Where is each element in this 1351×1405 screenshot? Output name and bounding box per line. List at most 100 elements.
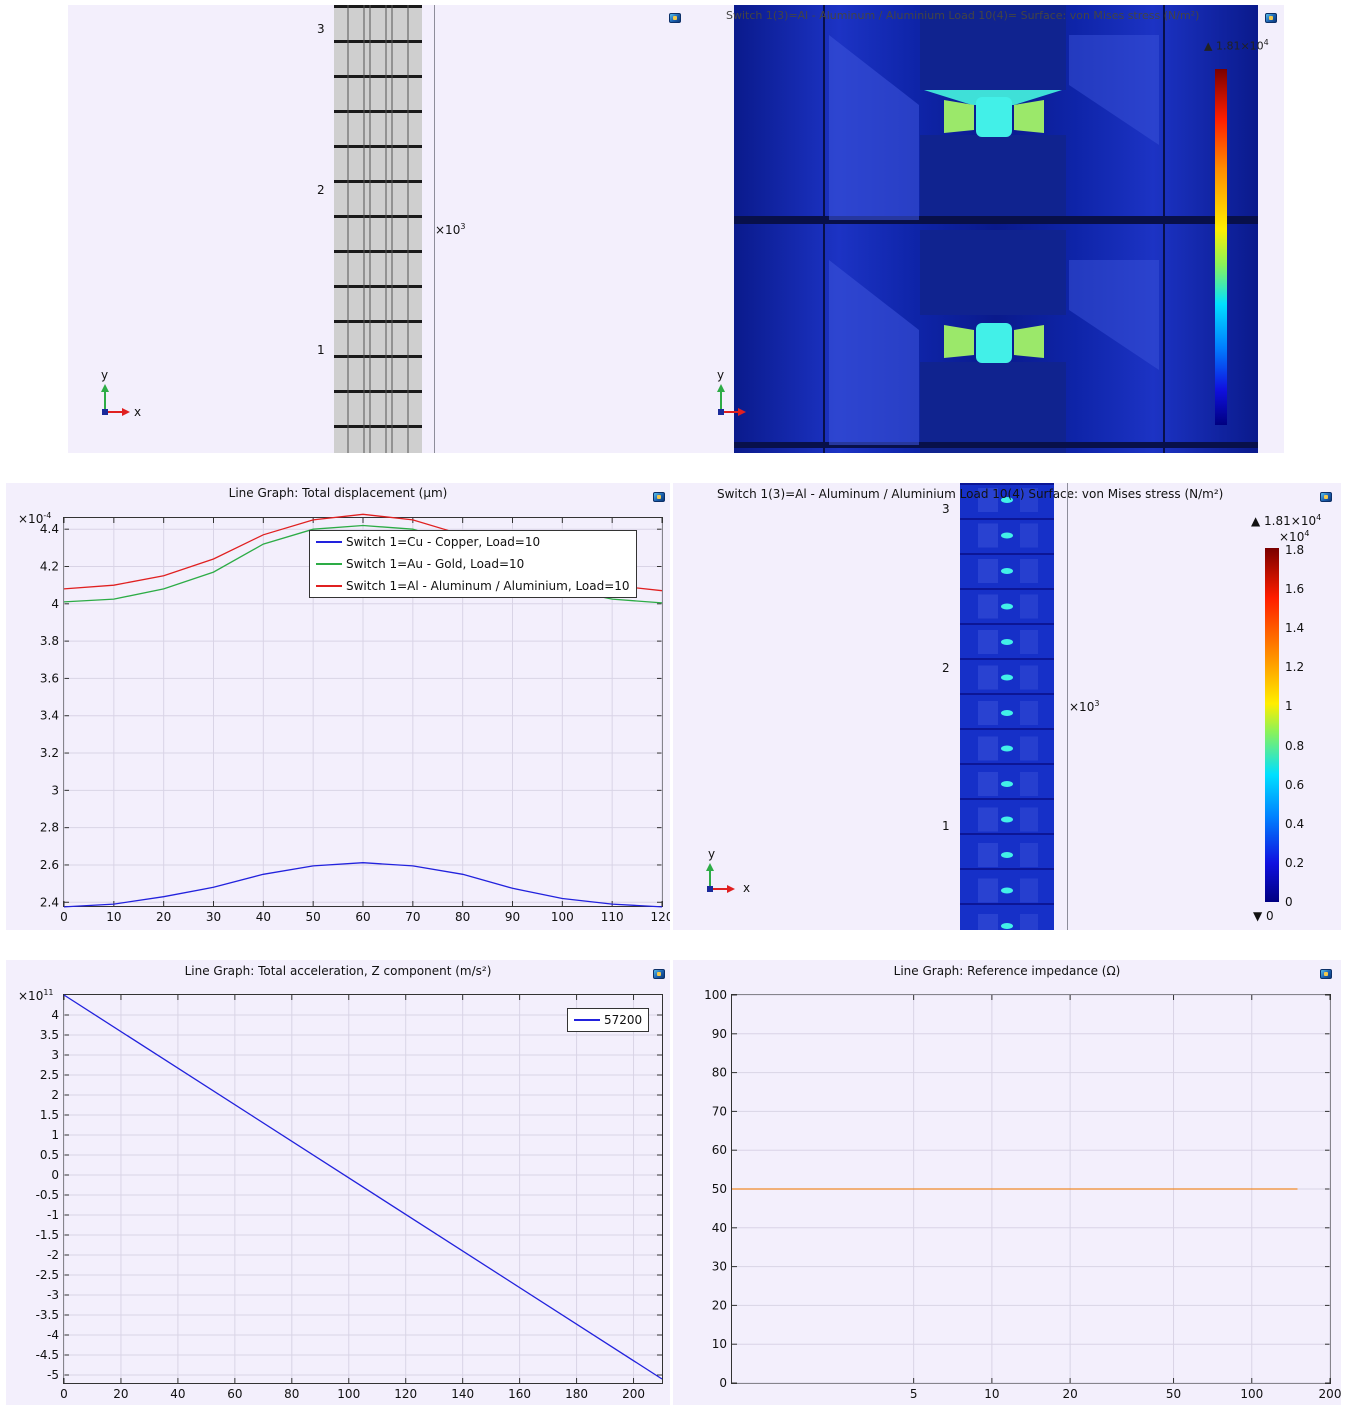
snapshot-icon[interactable] xyxy=(653,969,665,979)
geometry-overlay xyxy=(347,5,409,453)
stress-array-detail xyxy=(978,488,1038,930)
axis-y-label: y xyxy=(101,368,109,382)
x-tick-label: 20 xyxy=(1062,1387,1077,1401)
stress-region xyxy=(1020,736,1038,761)
y-tick-label: 3.8 xyxy=(40,634,59,648)
series-line-0 xyxy=(63,862,663,908)
x-tick-label: 5 xyxy=(910,1387,918,1401)
series-line-0 xyxy=(63,994,663,1380)
stress-hotspot xyxy=(1001,497,1013,503)
x-tick-label: 140 xyxy=(451,1387,474,1401)
stress-region xyxy=(1020,594,1038,619)
y-tick-label: -4 xyxy=(47,1328,59,1342)
y-tick-label: 80 xyxy=(712,1066,727,1080)
colorbar-max-label: ▲ 1.81×104 xyxy=(1251,513,1322,528)
axis-y-label: y xyxy=(708,847,716,861)
y-tick-label: 90 xyxy=(712,1027,727,1041)
colorbar-tick-label: 0.2 xyxy=(1285,855,1305,870)
y-tick-label: 2.5 xyxy=(40,1068,59,1082)
panel-title: Switch 1(3)=Al - Aluminum / Aluminium Lo… xyxy=(726,9,1200,22)
legend-swatch xyxy=(316,541,342,543)
y-tick-1: 1 xyxy=(317,343,325,357)
axis-x-label: x xyxy=(134,405,142,419)
y-tick-label: 3 xyxy=(51,783,59,797)
snapshot-icon[interactable] xyxy=(1265,13,1277,23)
stress-region xyxy=(978,736,998,761)
x-tick-label: 90 xyxy=(505,910,520,924)
stress-hotspot xyxy=(1001,852,1013,858)
x-tick-label: 20 xyxy=(156,910,171,924)
panel-title: Line Graph: Total displacement (µm) xyxy=(228,486,448,500)
colorbar-tick-label: 1.6 xyxy=(1285,582,1305,597)
y-tick-label: -2.5 xyxy=(36,1268,59,1282)
legend-label: Switch 1=Cu - Copper, Load=10 xyxy=(346,535,541,549)
y-tick-label: -1.5 xyxy=(36,1228,59,1242)
stress-hotspot xyxy=(1001,603,1013,610)
y-tick-label: 2.6 xyxy=(40,858,59,872)
axis-y-label: y xyxy=(717,368,725,382)
y-tick-label: -3 xyxy=(47,1288,59,1302)
y-tick-3: 3 xyxy=(942,502,950,516)
stress-region xyxy=(978,559,998,583)
colorbar-tick-label: 0.8 xyxy=(1285,738,1305,753)
x-tick-label: 0 xyxy=(60,1387,68,1401)
geometry-panel: 3 2 1 ×103 y x xyxy=(68,5,702,453)
colorbar-tick-label: 1.4 xyxy=(1285,621,1305,636)
y-tick-label: -2 xyxy=(47,1248,59,1262)
stress-region xyxy=(978,701,998,725)
colorbar-tick-label: 0 xyxy=(1285,895,1293,909)
x-tick-label: 120 xyxy=(651,910,670,924)
x-tick-label: 0 xyxy=(60,910,68,924)
colorbar-tick-label: 1.8 xyxy=(1285,542,1305,557)
axis-multiplier: ×10-4 xyxy=(18,511,52,526)
y-tick-label: 20 xyxy=(712,1298,727,1312)
snapshot-icon[interactable] xyxy=(653,492,665,502)
axis-line xyxy=(434,5,435,453)
stress-region xyxy=(978,807,998,832)
x-tick-label: 10 xyxy=(984,1387,999,1401)
x-tick-label: 200 xyxy=(1319,1387,1341,1401)
axis-multiplier: ×1011 xyxy=(18,988,54,1003)
y-tick-label: 3 xyxy=(51,1048,59,1062)
x-tick-label: 50 xyxy=(306,910,321,924)
y-tick-label: 4 xyxy=(51,597,59,611)
x-tick-label: 160 xyxy=(508,1387,531,1401)
x-tick-label: 110 xyxy=(601,910,624,924)
y-tick-label: 1 xyxy=(51,1128,59,1142)
y-tick-label: 1.5 xyxy=(40,1108,59,1122)
y-tick-label: 3.6 xyxy=(40,671,59,685)
legend-item: 57200 xyxy=(568,1009,648,1031)
y-tick-label: 0.5 xyxy=(40,1148,59,1162)
snapshot-icon[interactable] xyxy=(1320,492,1332,502)
axis-line xyxy=(1067,483,1068,930)
stress-region xyxy=(1020,772,1038,796)
y-tick-label: 10 xyxy=(712,1337,727,1351)
snapshot-icon[interactable] xyxy=(1320,969,1332,979)
axis-triad-icon xyxy=(717,384,746,416)
snapshot-icon[interactable] xyxy=(669,13,681,23)
colorbar-min-label: ▼ 0 xyxy=(1253,909,1274,923)
stress-hotspot xyxy=(1001,639,1013,645)
y-tick-label: 3.4 xyxy=(40,709,59,723)
y-tick-label: 3.2 xyxy=(40,746,59,760)
x-tick-label: 180 xyxy=(565,1387,588,1401)
y-tick-label: 60 xyxy=(712,1143,727,1157)
x-tick-label: 60 xyxy=(355,910,370,924)
stress-top-panel: Switch 1(3)=Al - Aluminum / Aluminium Lo… xyxy=(702,5,1284,453)
displacement-panel: Line Graph: Total displacement (µm) ×10-… xyxy=(6,483,670,930)
axis-multiplier: ×103 xyxy=(435,222,466,237)
y-tick-label: 4 xyxy=(51,1008,59,1022)
panel-title: Switch 1(3)=Al - Aluminum / Aluminium Lo… xyxy=(717,487,1224,501)
y-tick-label: 3.5 xyxy=(40,1028,59,1042)
y-tick-label: 0 xyxy=(51,1168,59,1182)
stress-hotspot xyxy=(1001,887,1013,894)
impedance-panel: Line Graph: Reference impedance (Ω) 100 9… xyxy=(673,960,1341,1405)
y-tick-label: 0 xyxy=(719,1376,727,1390)
x-tick-label: 20 xyxy=(113,1387,128,1401)
x-tick-label: 100 xyxy=(1240,1387,1263,1401)
y-tick-label: 70 xyxy=(712,1104,727,1118)
x-tick-label: 200 xyxy=(622,1387,645,1401)
y-tick-label: 50 xyxy=(712,1182,727,1196)
colorbar-tick-label: 0.6 xyxy=(1285,777,1305,792)
stress-zoom-detail xyxy=(734,5,1258,453)
